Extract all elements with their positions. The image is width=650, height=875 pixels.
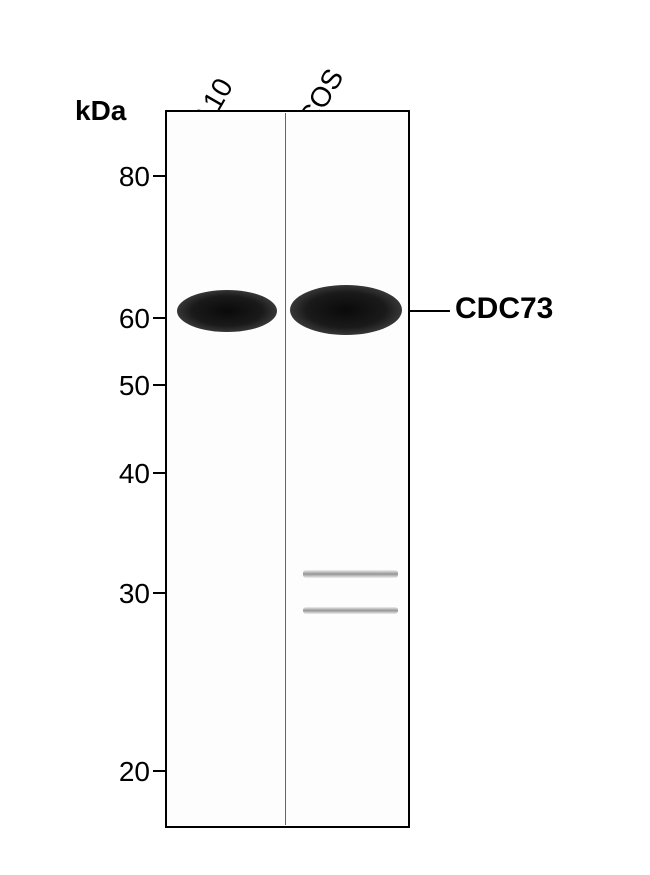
target-label: CDC73	[455, 292, 553, 326]
mw-tick-20	[153, 770, 165, 772]
unit-label: kDa	[75, 95, 126, 127]
mw-marker-50: 50	[110, 370, 150, 402]
mw-marker-60: 60	[110, 303, 150, 335]
band-cos-faint-2	[303, 607, 398, 614]
mw-tick-40	[153, 472, 165, 474]
band-cos-cdc73	[290, 285, 402, 335]
band-cos-faint-1	[303, 570, 398, 578]
mw-marker-40: 40	[110, 458, 150, 490]
blot-membrane	[165, 110, 410, 828]
mw-tick-50	[153, 384, 165, 386]
mw-marker-20: 20	[110, 756, 150, 788]
mw-tick-60	[153, 317, 165, 319]
band-a10-cdc73	[177, 290, 277, 332]
mw-marker-80: 80	[110, 161, 150, 193]
target-indicator-line	[410, 310, 450, 312]
mw-tick-30	[153, 592, 165, 594]
mw-tick-80	[153, 175, 165, 177]
mw-marker-30: 30	[110, 578, 150, 610]
lane-divider	[285, 113, 286, 825]
